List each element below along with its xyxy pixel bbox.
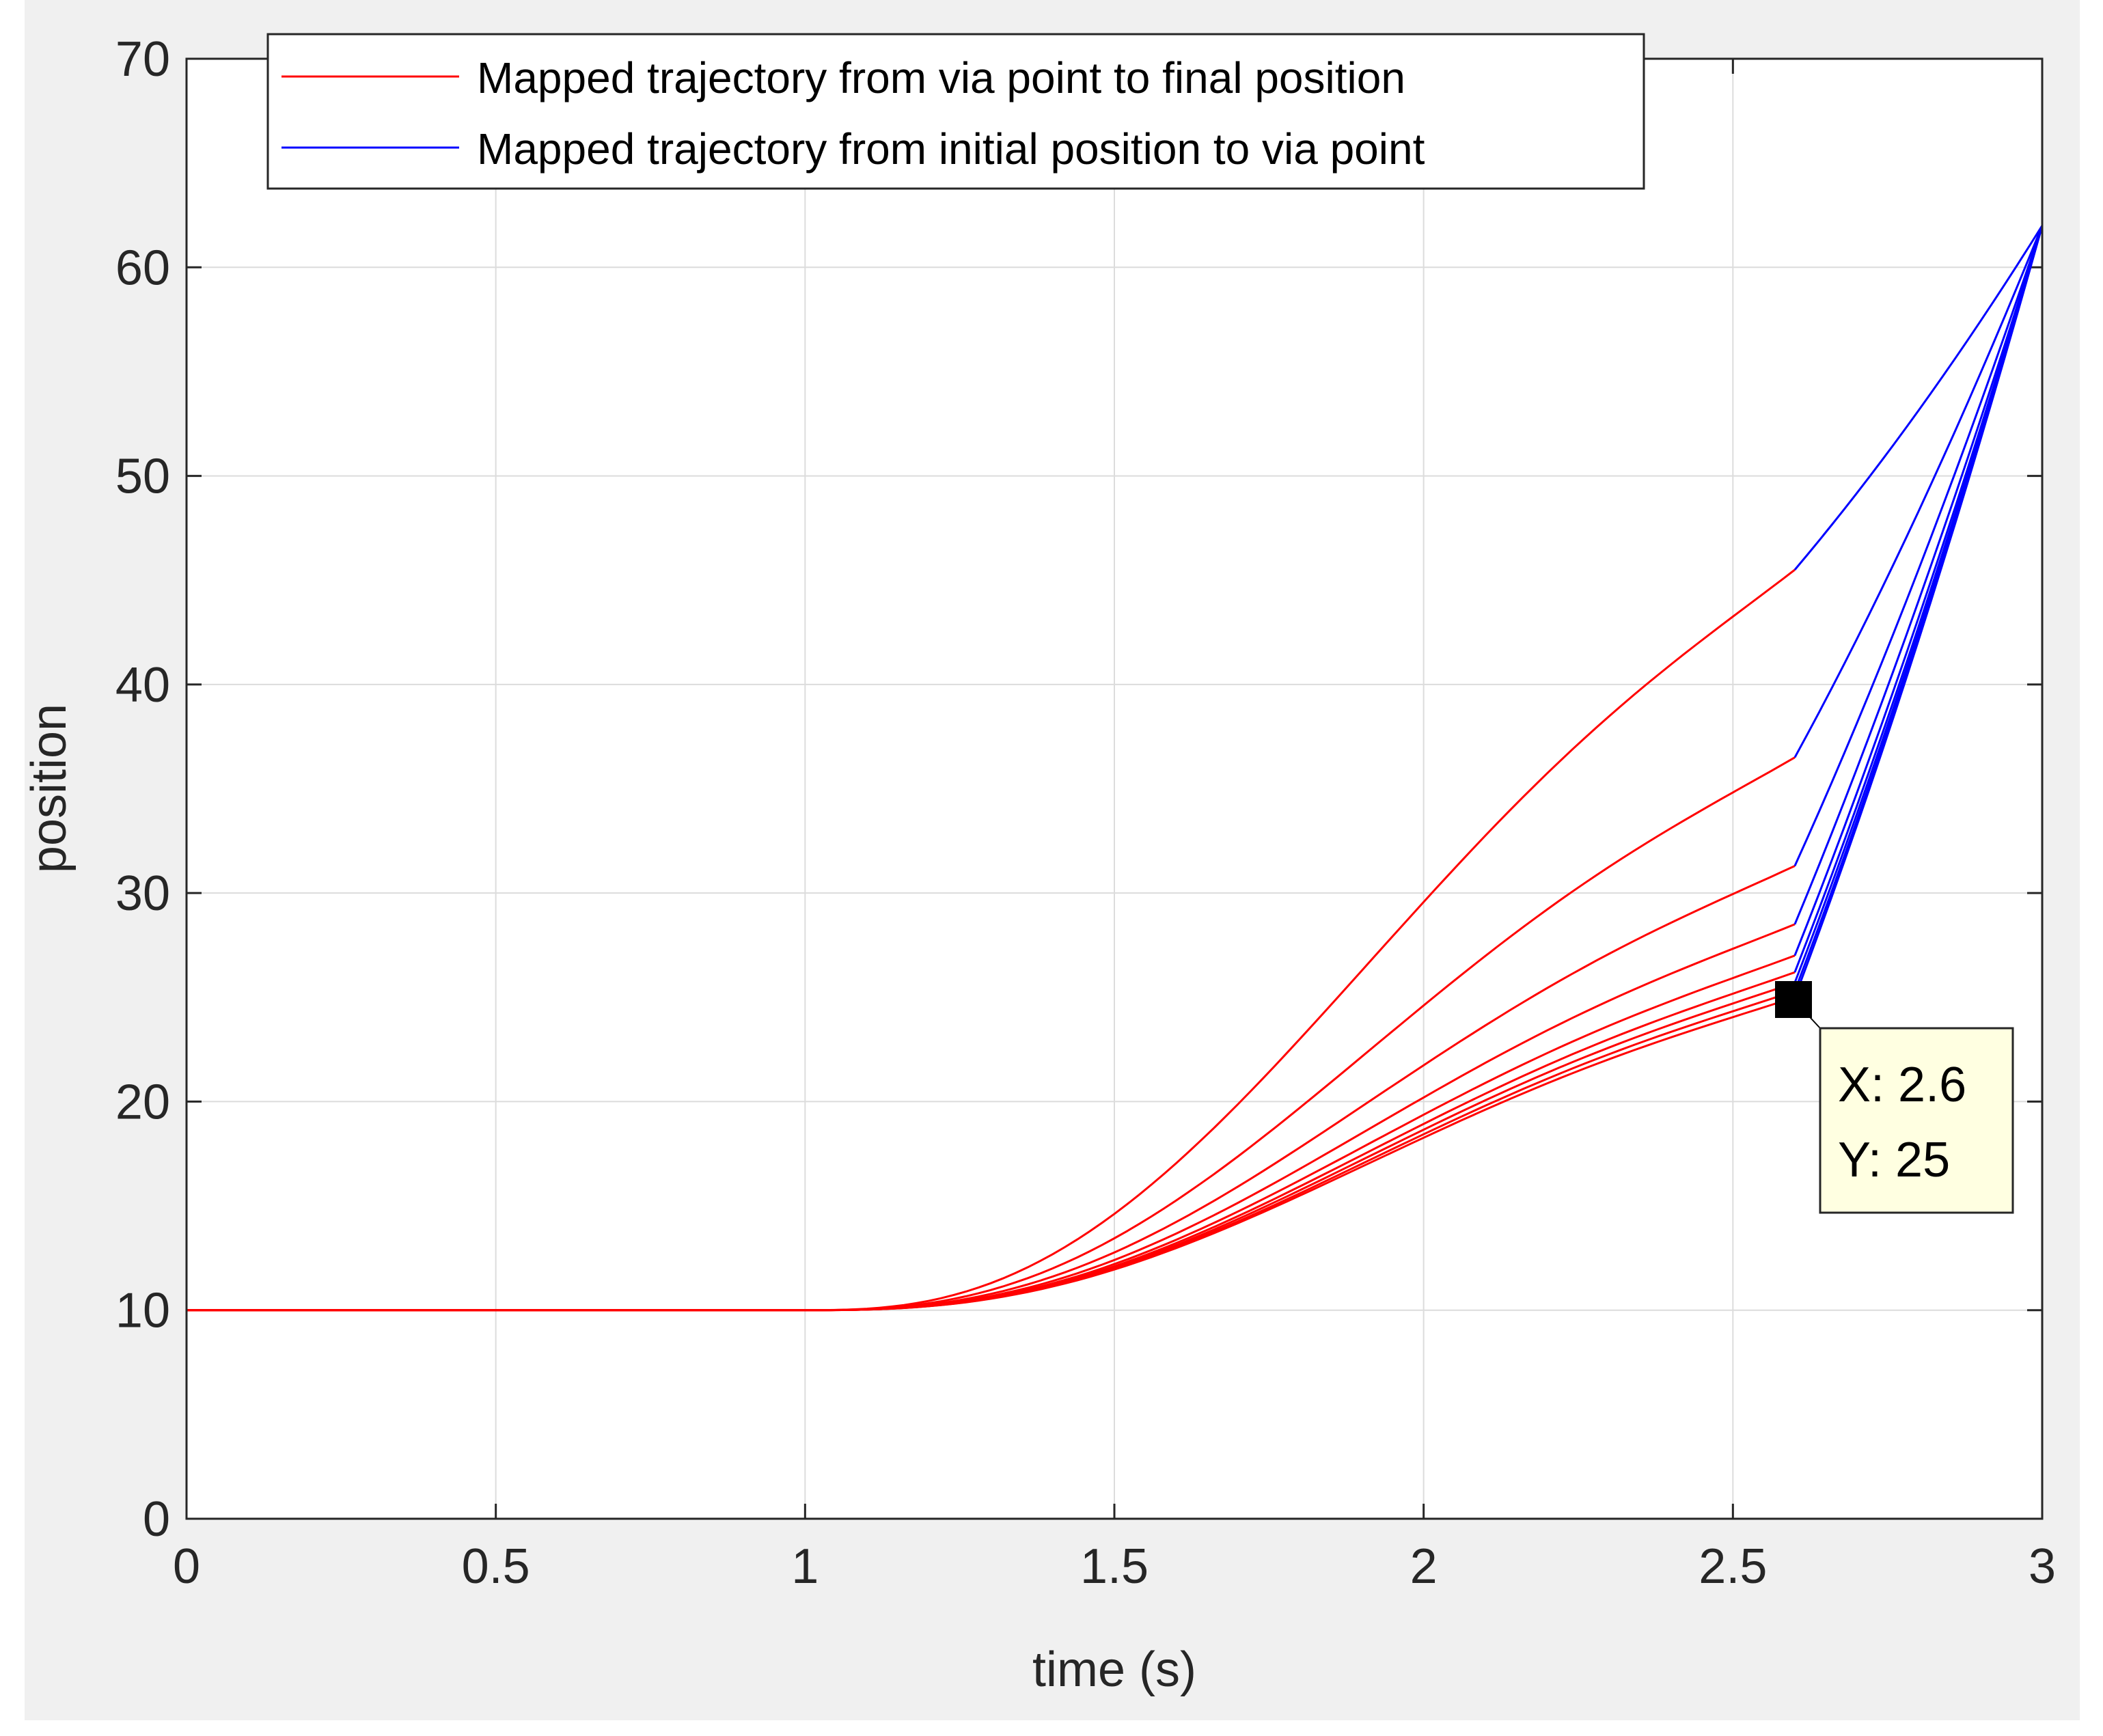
x-tick-labels: 0 0.5 1 1.5 2 2.5 3	[173, 1539, 2056, 1594]
datatip[interactable]: X: 2.6 Y: 25	[1775, 981, 2014, 1214]
y-tick-label: 50	[115, 450, 170, 504]
x-axis-label: time (s)	[1032, 1642, 1196, 1697]
blue-trajectory-1	[1793, 225, 2044, 758]
red-trajectory-2	[187, 865, 1796, 1312]
y-tick-label: 70	[115, 32, 170, 87]
blue-trajectory-8	[1793, 225, 2044, 998]
y-tick-label: 60	[115, 240, 170, 295]
red-trajectory-1	[187, 756, 1796, 1312]
legend[interactable]: Mapped trajectory from via point to fina…	[266, 33, 1645, 190]
y-tick-label: 0	[143, 1492, 170, 1547]
y-axis-label: position	[22, 704, 77, 873]
datatip-box	[1819, 1027, 2014, 1214]
legend-label-red: Mapped trajectory from via point to fina…	[477, 53, 1405, 102]
x-tick-label: 2	[1410, 1539, 1438, 1594]
x-tick-label: 3	[2029, 1539, 2056, 1594]
blue-trajectory-3	[1793, 225, 2044, 925]
blue-series	[1793, 225, 2044, 998]
legend-label-blue: Mapped trajectory from initial position …	[477, 124, 1425, 174]
blue-trajectory-0	[1793, 225, 2044, 570]
x-tick-label: 1	[791, 1539, 819, 1594]
red-trajectory-0	[187, 568, 1796, 1312]
y-tick-label: 10	[115, 1284, 170, 1338]
x-tick-label: 2.5	[1699, 1539, 1767, 1594]
datatip-marker[interactable]	[1775, 981, 1812, 1018]
x-tick-label: 1.5	[1080, 1539, 1149, 1594]
datatip-y-text: Y: 25	[1838, 1133, 1950, 1187]
legend-box	[266, 33, 1645, 190]
x-tick-label: 0	[173, 1539, 200, 1594]
y-tick-label: 40	[115, 658, 170, 713]
blue-trajectory-2	[1793, 225, 2044, 867]
y-tick-label: 20	[115, 1075, 170, 1129]
red-trajectory-8	[187, 996, 1796, 1312]
red-series	[187, 568, 1796, 1312]
y-tick-label: 30	[115, 866, 170, 921]
y-tick-labels: 0 10 20 30 40 50 60 70	[115, 32, 170, 1547]
x-tick-label: 0.5	[462, 1539, 530, 1594]
datatip-x-text: X: 2.6	[1838, 1058, 1966, 1112]
